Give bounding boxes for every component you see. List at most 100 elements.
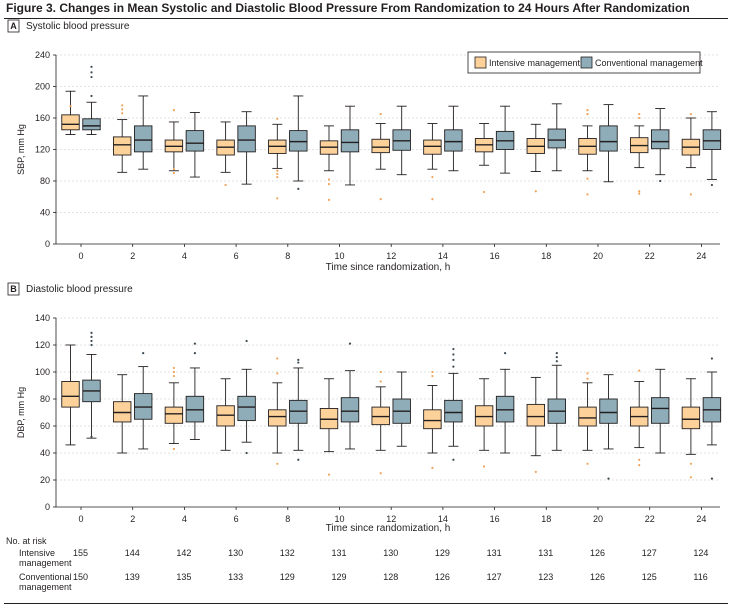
- box-4h: [164, 109, 184, 175]
- box-20h: [599, 104, 618, 183]
- box-22h: [630, 112, 649, 195]
- box-0h: [82, 331, 101, 439]
- figure-title: Figure 3. Changes in Mean Systolic and D…: [6, 1, 690, 15]
- at-risk-value: 116: [693, 572, 708, 582]
- box-22h: [651, 368, 670, 454]
- outlier-point: [638, 116, 641, 120]
- panel-letter-box: [7, 282, 20, 296]
- iqr-box: [599, 398, 618, 424]
- at-risk-value: 123: [538, 572, 554, 582]
- at-risk-row-intensive-label: Intensive management: [19, 548, 72, 568]
- panel-title: Systolic blood pressure: [26, 21, 130, 32]
- iqr-box: [82, 118, 101, 131]
- outlier-point: [586, 372, 589, 375]
- y-axis-label: SBP, mm Hg: [16, 124, 26, 175]
- iqr-box: [578, 406, 597, 427]
- outlier-point: [689, 193, 693, 196]
- outlier-point: [483, 190, 486, 194]
- outlier-point: [379, 472, 382, 475]
- iqr-box: [423, 409, 442, 430]
- at-risk-value: 133: [228, 572, 244, 582]
- x-tick-label: 0: [78, 251, 83, 261]
- box-16h: [474, 123, 494, 194]
- outlier-point: [379, 112, 382, 116]
- box-22h: [651, 108, 670, 183]
- at-risk-value: 129: [279, 572, 295, 582]
- outlier-point: [586, 109, 589, 112]
- outlier-point: [327, 183, 331, 186]
- box-24h: [681, 378, 701, 479]
- x-tick-label: 16: [490, 514, 500, 524]
- box-0h: [61, 344, 80, 446]
- panel-a: A Systolic blood pressure0408012016020024…: [7, 19, 722, 273]
- outlier-point: [431, 374, 434, 378]
- title-rule: [4, 18, 728, 19]
- outlier-point: [121, 112, 124, 115]
- iqr-box: [651, 397, 670, 424]
- y-tick-label: 140: [35, 313, 50, 323]
- box-14h: [423, 370, 442, 469]
- box-18h: [526, 376, 545, 473]
- box-20h: [599, 374, 618, 480]
- box-18h: [526, 123, 545, 193]
- iqr-box: [61, 381, 80, 408]
- outlier-point: [172, 366, 175, 370]
- iqr-box: [289, 130, 308, 152]
- x-tick-label: 10: [334, 251, 344, 261]
- iqr-box: [164, 406, 184, 424]
- outlier-point: [638, 458, 641, 461]
- y-axis-label: DBP, mm Hg: [16, 387, 26, 438]
- at-risk-value: 135: [176, 572, 192, 582]
- outlier-point: [607, 477, 610, 480]
- panel-letter-box: [7, 19, 20, 33]
- iqr-box: [702, 129, 722, 150]
- outlier-point: [121, 104, 124, 107]
- outlier-point: [172, 374, 175, 378]
- x-tick-label: 2: [130, 514, 135, 524]
- outlier-point: [689, 112, 693, 116]
- at-risk-intensive-line1: Intensive: [19, 548, 56, 558]
- at-risk-value: 144: [124, 548, 140, 558]
- at-risk-value: 125: [641, 572, 657, 582]
- outlier-point: [276, 117, 279, 120]
- outlier-point: [142, 352, 145, 355]
- panel-letter: B: [10, 284, 17, 294]
- box-18h: [547, 352, 566, 451]
- outlier-point: [379, 380, 382, 383]
- x-axis-label: Time since randomization, h: [326, 262, 451, 273]
- outlier-point: [297, 361, 300, 364]
- outlier-point: [452, 347, 455, 351]
- x-tick-label: 4: [182, 514, 187, 524]
- outlier-point: [276, 169, 279, 172]
- at-risk-intensive-line2: management: [19, 558, 72, 568]
- series-intensive: [61, 344, 701, 479]
- outlier-point: [638, 190, 641, 193]
- y-tick-label: 20: [40, 475, 50, 485]
- at-risk-conventional-line2: management: [19, 582, 72, 592]
- iqr-box: [547, 128, 566, 149]
- iqr-box: [651, 129, 670, 150]
- outlier-point: [452, 358, 455, 361]
- at-risk-value: 127: [641, 548, 657, 558]
- legend: Intensive management Conventional managem…: [467, 51, 703, 74]
- x-tick-label: 18: [541, 251, 551, 261]
- box-12h: [371, 112, 390, 201]
- outlier-point: [586, 193, 589, 196]
- outlier-point: [504, 352, 507, 355]
- iqr-box: [423, 139, 442, 155]
- box-0h: [82, 65, 101, 135]
- at-risk-value: 142: [176, 548, 192, 558]
- y-tick-label: 0: [45, 239, 50, 249]
- at-risk-value: 126: [434, 572, 450, 582]
- outlier-point: [297, 458, 300, 461]
- x-tick-label: 6: [234, 514, 239, 524]
- x-tick-label: 12: [386, 251, 396, 261]
- at-risk-value: 126: [590, 548, 606, 558]
- x-tick-label: 18: [541, 514, 551, 524]
- x-tick-label: 10: [334, 514, 344, 524]
- at-risk-value: 155: [73, 548, 89, 558]
- x-tick-label: 2: [130, 251, 135, 261]
- bottom-rule: [4, 603, 728, 604]
- outlier-point: [245, 339, 248, 343]
